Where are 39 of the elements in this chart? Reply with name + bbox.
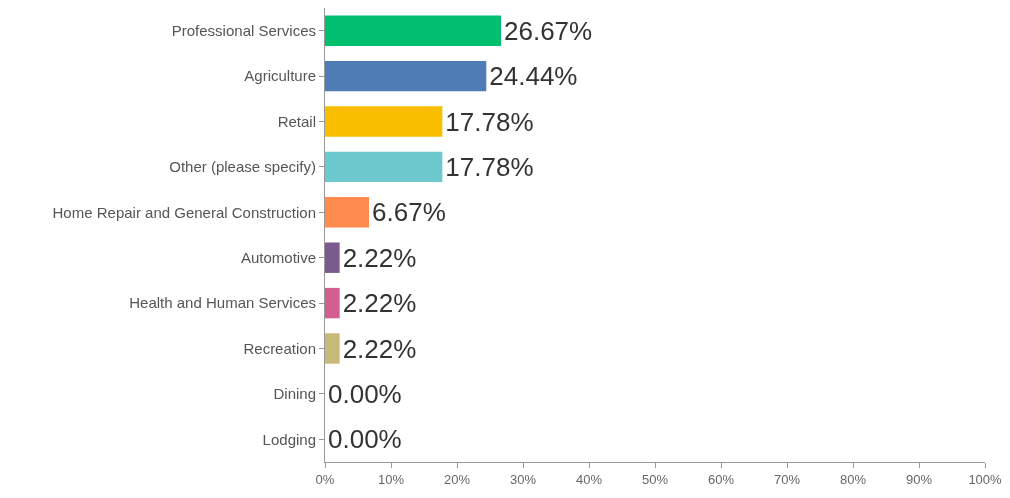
x-tick-label: 70% — [773, 471, 801, 487]
bar — [325, 197, 370, 228]
data-label: 2.22% — [342, 288, 417, 319]
y-tick-label: Home Repair and General Construction — [52, 203, 316, 221]
x-tick-label: 40% — [575, 471, 603, 487]
x-tick-label: 100% — [968, 471, 1003, 487]
x-tick-label: 50% — [641, 471, 669, 487]
y-tick-label: Retail — [277, 112, 316, 130]
y-tick-label: Health and Human Services — [129, 294, 316, 312]
y-tick-label: Recreation — [243, 339, 316, 357]
y-tick-label: Automotive — [240, 248, 316, 266]
bar — [325, 15, 502, 46]
y-tick-label: Lodging — [262, 430, 316, 448]
bar — [325, 151, 443, 183]
x-tick-label: 90% — [905, 471, 933, 487]
data-label: 24.44% — [489, 61, 578, 92]
bar — [325, 287, 340, 319]
y-tick-label: Other (please specify) — [169, 158, 316, 176]
x-tick-label: 30% — [509, 471, 537, 487]
data-label: 6.67% — [372, 197, 446, 228]
data-label: 0.00% — [328, 424, 402, 455]
data-label: 0.00% — [328, 378, 402, 409]
bar — [325, 333, 340, 364]
data-label: 2.22% — [342, 333, 417, 364]
x-tick-label: 10% — [377, 471, 405, 487]
x-tick-label: 80% — [839, 471, 867, 487]
data-label: 26.67% — [504, 15, 593, 46]
y-tick-label: Professional Services — [171, 21, 316, 39]
y-tick-label: Agriculture — [244, 67, 316, 85]
bar — [325, 106, 443, 137]
y-tick-label: Dining — [273, 385, 316, 403]
bar — [325, 60, 487, 92]
data-label: 17.78% — [445, 106, 534, 137]
x-tick-label: 20% — [443, 471, 471, 487]
data-label: 17.78% — [445, 151, 534, 182]
x-tick-label: 0% — [315, 471, 335, 487]
data-label: 2.22% — [342, 242, 417, 273]
x-tick-label: 60% — [707, 471, 735, 487]
bar — [325, 242, 340, 273]
